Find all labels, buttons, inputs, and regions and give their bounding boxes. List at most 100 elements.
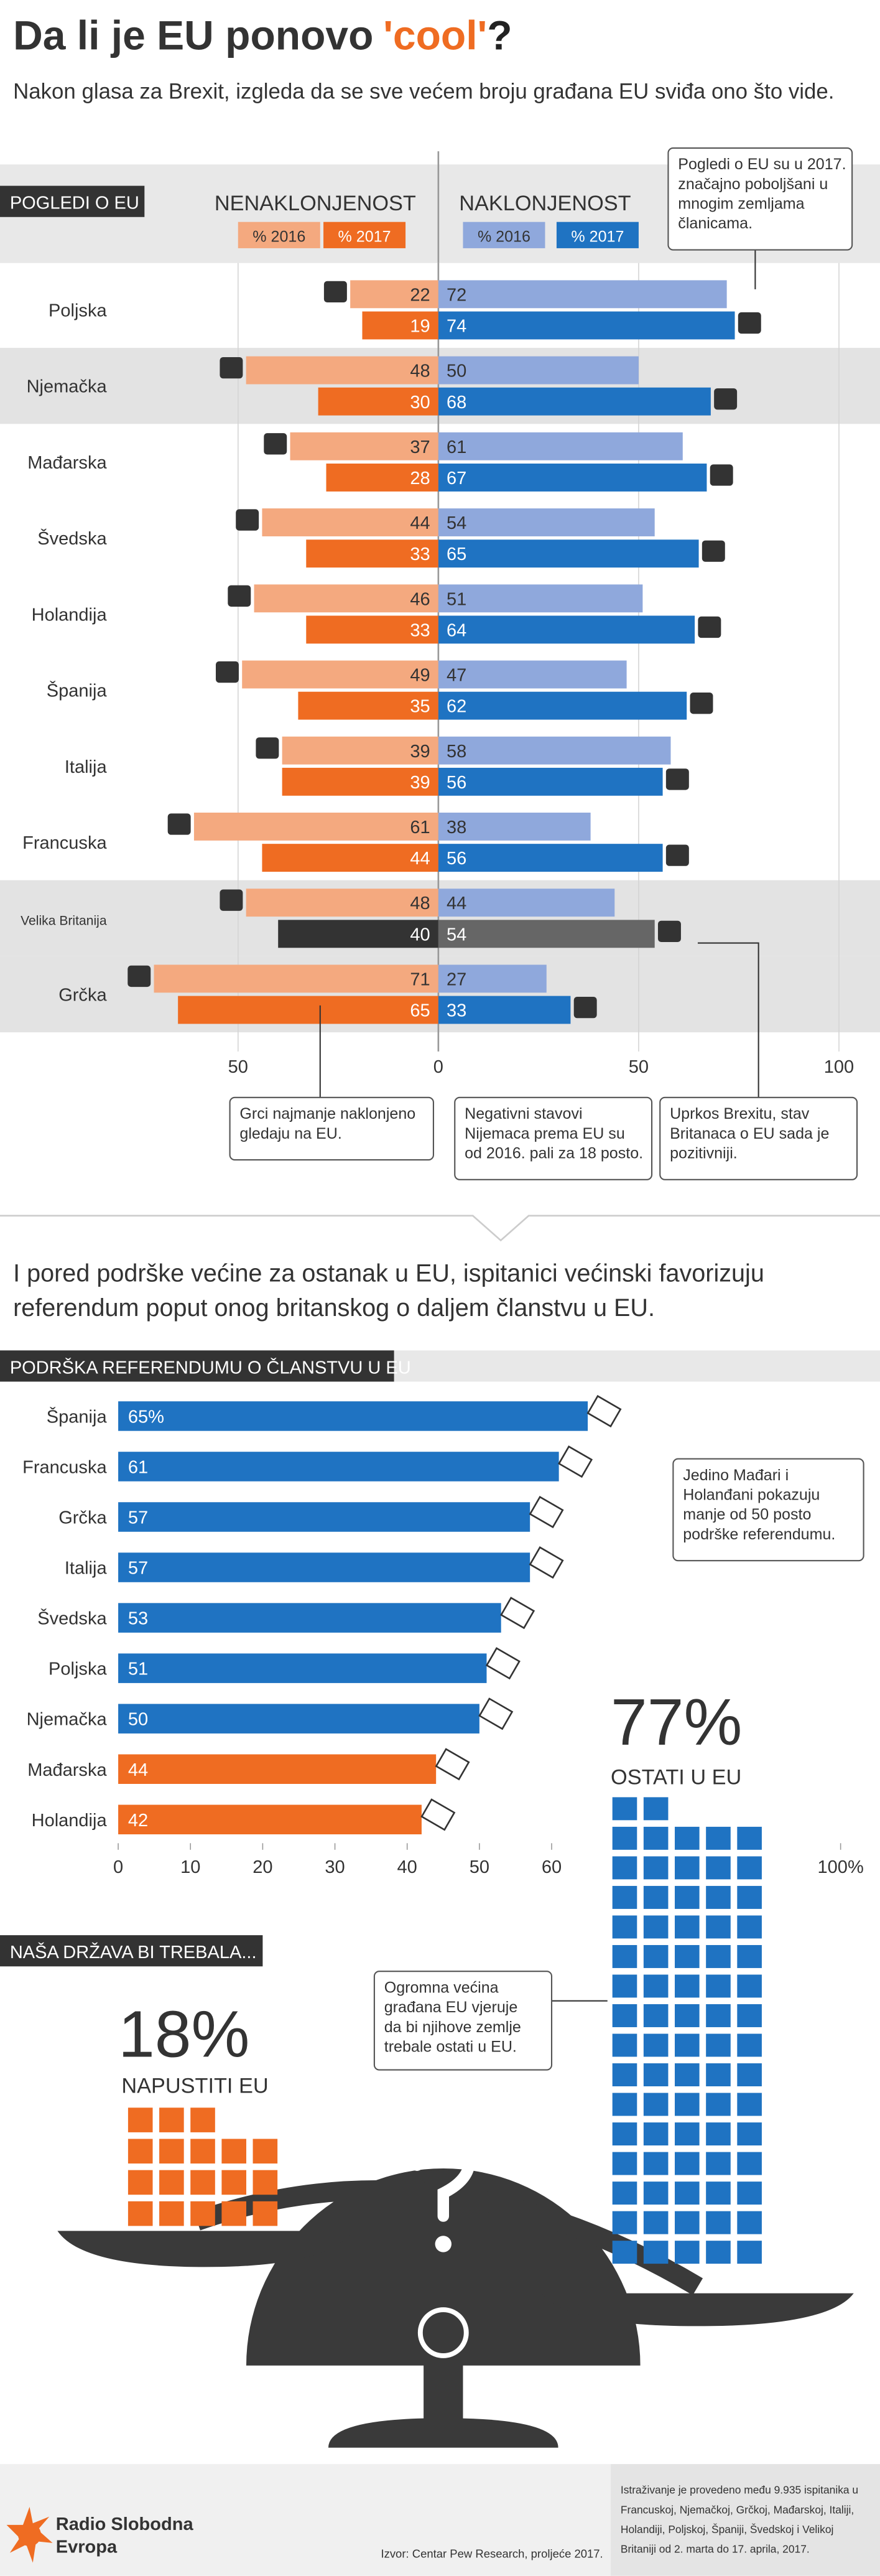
callout-text: podrške referendumu.	[683, 1526, 835, 1543]
waffle-cell	[706, 1885, 731, 1909]
waffle-cell	[675, 2152, 700, 2175]
callout-text: Pogledi o EU su u 2017.	[678, 156, 846, 173]
thumb-icon	[714, 388, 738, 410]
bar	[438, 691, 687, 720]
callout-box	[659, 1096, 858, 1180]
x-tick-label: 50	[470, 1857, 489, 1877]
x-tick-label: 100	[824, 1057, 854, 1077]
callout-text: Jedino Mađari i	[683, 1467, 789, 1484]
section-label: PODRŠKA REFERENDUMU O ČLANSTVU U EU	[10, 1356, 411, 1378]
section-label-bg	[0, 185, 145, 217]
bar	[290, 432, 438, 460]
title-part: ?	[487, 12, 512, 58]
legend-swatch	[556, 222, 639, 248]
section-label-bg	[0, 1350, 394, 1382]
waffle-label: NAPUSTITI EU	[121, 2074, 268, 2098]
value-label: 28	[410, 469, 430, 488]
value-label: 33	[447, 1001, 466, 1021]
waffle-cell	[643, 1915, 669, 1939]
waffle-cell	[737, 2182, 762, 2205]
value-label: 19	[410, 317, 430, 337]
bar	[282, 767, 438, 796]
waffle-cell	[675, 2004, 700, 2027]
thumb-icon	[228, 585, 251, 607]
callout-text: gledaju na EU.	[239, 1125, 341, 1142]
bar	[118, 1704, 479, 1734]
x-tick-label: 60	[542, 1857, 562, 1877]
value-label: 33	[410, 620, 430, 640]
category-label: Poljska	[49, 301, 107, 320]
envelope-icon	[529, 1546, 564, 1579]
value-label: 50	[447, 362, 466, 381]
waffle-cell	[737, 1826, 762, 1850]
bar	[438, 311, 735, 340]
value-label: 65	[410, 1001, 430, 1021]
question-dot	[435, 2236, 452, 2252]
callout-text: manje od 50 posto	[683, 1506, 811, 1523]
value-label: 72	[447, 285, 466, 305]
envelope-icon	[420, 1798, 456, 1831]
legend-swatch	[323, 222, 406, 248]
value-label: 51	[447, 589, 466, 609]
bar	[118, 1552, 530, 1582]
waffle-cell	[612, 2063, 637, 2087]
x-tick-label: 50	[228, 1057, 248, 1077]
scale-pan	[57, 2231, 353, 2267]
bar	[246, 356, 438, 385]
waffle-cell	[190, 2139, 215, 2164]
callout-box	[373, 1971, 553, 2071]
waffle-cell	[706, 2093, 731, 2116]
thumb-icon	[573, 996, 597, 1019]
value-label: 57	[128, 1559, 148, 1579]
section-label: NAŠA DRŽAVA BI TREBALA...	[10, 1941, 257, 1962]
bar	[298, 691, 438, 720]
waffle-cell	[612, 1826, 637, 1850]
category-label: Grčka	[58, 1508, 107, 1528]
group-header: NAKLONJENOST	[459, 192, 631, 215]
envelope-icon	[485, 1647, 521, 1680]
section-label: POGLEDI O EU	[10, 194, 139, 213]
value-label: 64	[447, 620, 466, 640]
waffle-cell	[706, 1826, 731, 1850]
waffle-cell	[127, 2201, 153, 2226]
thumb-icon	[690, 693, 713, 714]
waffle-cell	[190, 2170, 215, 2195]
category-label: Mađarska	[27, 1760, 107, 1780]
scale-hub	[417, 2307, 469, 2358]
value-label: 44	[128, 1760, 148, 1780]
thumb-icon	[665, 768, 689, 790]
waffle-value: 18%	[118, 1997, 249, 2071]
value-label: 37	[410, 437, 430, 457]
waffle-cell	[706, 1856, 731, 1880]
waffle-cell	[643, 2152, 669, 2175]
thumb-icon	[657, 920, 681, 943]
callout-text: Negativni stavovi	[465, 1105, 582, 1122]
x-tick-label: 0	[113, 1857, 123, 1877]
divider	[0, 1215, 880, 1242]
waffle-cell	[706, 2152, 731, 2175]
note: Francuskoj, Njemačkoj, Grčkoj, Mađarskoj…	[621, 2503, 854, 2516]
thumb-icon	[698, 616, 721, 638]
value-label: 54	[447, 925, 466, 945]
bar	[438, 813, 591, 841]
waffle-cell	[159, 2139, 184, 2164]
value-label: 65%	[128, 1407, 164, 1427]
logo-icon	[6, 2506, 53, 2563]
waffle-value: 77%	[611, 1686, 742, 1759]
bar	[438, 920, 655, 948]
x-tick-label: 40	[397, 1857, 417, 1877]
waffle-cell	[127, 2107, 153, 2132]
category-label: Njemačka	[27, 1710, 108, 1730]
callout-box	[672, 1458, 864, 1562]
x-tick-label: 10	[180, 1857, 200, 1877]
category-label: Holandija	[32, 605, 108, 625]
category-label: Grčka	[58, 986, 107, 1006]
value-label: 40	[410, 925, 430, 945]
waffle-cell	[190, 2107, 215, 2132]
bar	[242, 660, 438, 689]
waffle-cell	[706, 2004, 731, 2027]
bar	[118, 1804, 422, 1835]
value-label: 53	[128, 1609, 148, 1629]
thumb-icon	[738, 312, 761, 334]
value-label: 71	[410, 969, 430, 989]
